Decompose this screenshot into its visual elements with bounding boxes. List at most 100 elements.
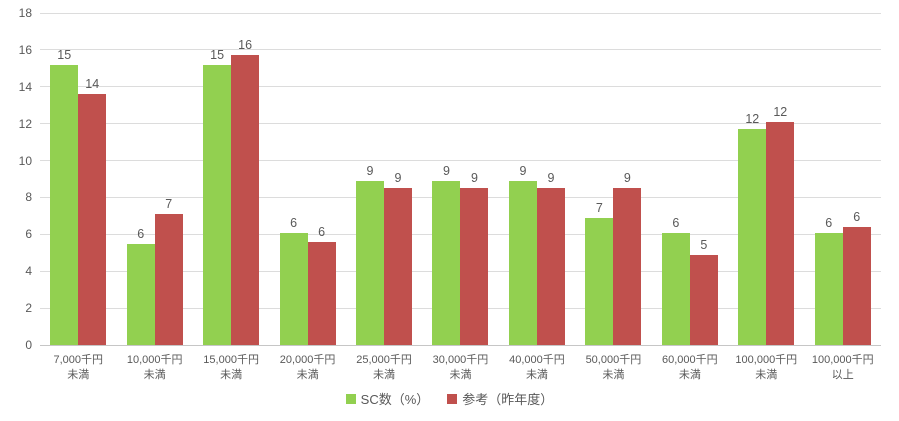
bar-value-label: 9 <box>471 171 478 186</box>
bar-value-label: 12 <box>745 112 760 127</box>
x-category-line1: 15,000千円 <box>203 354 259 366</box>
bar-groups: 15 14 6 7 15 16 6 6 9 9 9 9 9 9 7 9 6 5 12 12 6 6 <box>40 13 881 345</box>
bar-value-label: 9 <box>443 163 450 178</box>
x-category-line1: 40,000千円 <box>509 354 565 366</box>
y-tick-label: 10 <box>18 153 32 168</box>
x-category-line1: 100,000千円 <box>811 354 874 366</box>
gridline <box>40 123 881 125</box>
bar-value-label: 9 <box>547 171 555 186</box>
y-tick-label: 0 <box>25 338 32 352</box>
x-category-line2: 未満 <box>755 369 778 381</box>
x-category-label: 50,000千円 未満 <box>575 353 651 383</box>
bar-value-label: 16 <box>238 38 253 53</box>
bar-sc-count: 9 <box>508 164 537 345</box>
bar-value-label: 5 <box>700 237 708 252</box>
bar-sc-count: 12 <box>738 112 767 345</box>
x-category-line2: 未満 <box>373 369 396 381</box>
bar-reference: 14 <box>78 77 107 345</box>
x-category-line1: 7,000千円 <box>53 354 103 366</box>
x-category-line2: 未満 <box>296 369 319 381</box>
x-category-line2: 未満 <box>143 369 166 381</box>
x-category-line2: 以上 <box>831 369 854 381</box>
bar-value-label: 6 <box>318 224 326 239</box>
bar-sc-count: 9 <box>356 164 385 345</box>
gridline <box>40 344 881 346</box>
plot-area: 15 14 6 7 15 16 6 6 9 9 9 9 9 9 7 9 6 5 12 12 6 6 <box>40 12 881 346</box>
bar-value-label: 15 <box>210 47 225 62</box>
bar-value-label: 6 <box>825 215 833 230</box>
y-tick-label: 2 <box>25 301 32 316</box>
bar-reference: 9 <box>536 171 565 345</box>
bar-value-label: 14 <box>85 77 100 92</box>
bar-value-label: 6 <box>672 215 680 230</box>
bar-group: 15 14 <box>40 13 116 345</box>
x-category-line1: 100,000千円 <box>735 354 798 366</box>
x-category-label: 7,000千円 未満 <box>40 353 116 383</box>
x-category-line1: 20,000千円 <box>279 354 336 366</box>
legend-swatch-icon <box>345 393 356 404</box>
bar-reference: 9 <box>460 171 489 345</box>
x-category-label: 25,000千円 未満 <box>346 353 422 383</box>
bar-reference: 6 <box>842 210 871 345</box>
bar-reference: 12 <box>766 105 795 345</box>
bar-group: 12 12 <box>728 13 804 345</box>
legend-swatch-icon <box>447 393 458 404</box>
x-category-label: 60,000千円 未満 <box>652 353 728 383</box>
bar-value-label: 6 <box>137 226 145 241</box>
y-tick-label: 6 <box>25 227 32 242</box>
x-category-line1: 60,000千円 <box>662 354 718 366</box>
x-category-label: 100,000千円 以上 <box>805 353 881 383</box>
bar-sc-count: 6 <box>126 227 155 345</box>
bar-sc-count: 6 <box>279 216 308 345</box>
legend-label: 参考（昨年度） <box>462 392 554 407</box>
bar-value-label: 7 <box>165 197 173 212</box>
x-axis-labels: 7,000千円 未満 10,000千円 未満 15,000千円 未満 20,000千円 未満 2… <box>40 353 881 383</box>
bar-sc-count: 7 <box>585 201 614 345</box>
bar-reference: 9 <box>384 171 413 345</box>
bar-value-label: 9 <box>366 163 374 178</box>
bar-value-label: 6 <box>290 215 298 230</box>
legend: SC数（%） 参考（昨年度） <box>0 389 899 408</box>
x-category-label: 100,000千円 未満 <box>728 353 804 383</box>
bar-reference: 16 <box>231 38 260 345</box>
bar-reference: 9 <box>613 171 642 345</box>
y-tick-label: 14 <box>18 79 32 94</box>
y-tick-label: 18 <box>18 6 32 20</box>
gridline <box>40 49 881 51</box>
bar-value-label: 12 <box>773 104 788 119</box>
y-tick-label: 12 <box>18 116 32 131</box>
x-category-line2: 未満 <box>678 369 701 381</box>
gridline <box>40 12 881 14</box>
x-category-label: 40,000千円 未満 <box>499 353 575 383</box>
y-tick-label: 16 <box>18 42 32 57</box>
bar-sc-count: 6 <box>661 216 690 345</box>
bar-reference: 5 <box>689 238 718 345</box>
bar-sc-count: 6 <box>814 216 843 345</box>
bar-value-label: 9 <box>394 171 402 186</box>
bar-value-label: 9 <box>623 171 631 186</box>
x-category-line2: 未満 <box>602 369 625 381</box>
x-category-label: 20,000千円 未満 <box>269 353 345 383</box>
legend-item-reference: 参考（昨年度） <box>447 389 553 408</box>
bar-value-label: 6 <box>853 209 861 224</box>
x-category-line2: 未満 <box>67 369 90 381</box>
bar-reference: 6 <box>307 225 336 345</box>
bar-value-label: 7 <box>595 200 603 215</box>
x-category-line1: 10,000千円 <box>126 354 183 366</box>
legend-item-sc-count: SC数（%） <box>345 389 429 408</box>
x-category-label: 30,000千円 未満 <box>422 353 498 383</box>
y-tick-label: 8 <box>25 190 32 205</box>
x-category-line2: 未満 <box>449 369 472 381</box>
x-category-line1: 25,000千円 <box>356 354 412 366</box>
x-category-label: 10,000千円 未満 <box>116 353 192 383</box>
gridline <box>40 160 881 162</box>
bar-group: 15 16 <box>193 13 269 345</box>
bar-value-label: 15 <box>57 47 72 62</box>
